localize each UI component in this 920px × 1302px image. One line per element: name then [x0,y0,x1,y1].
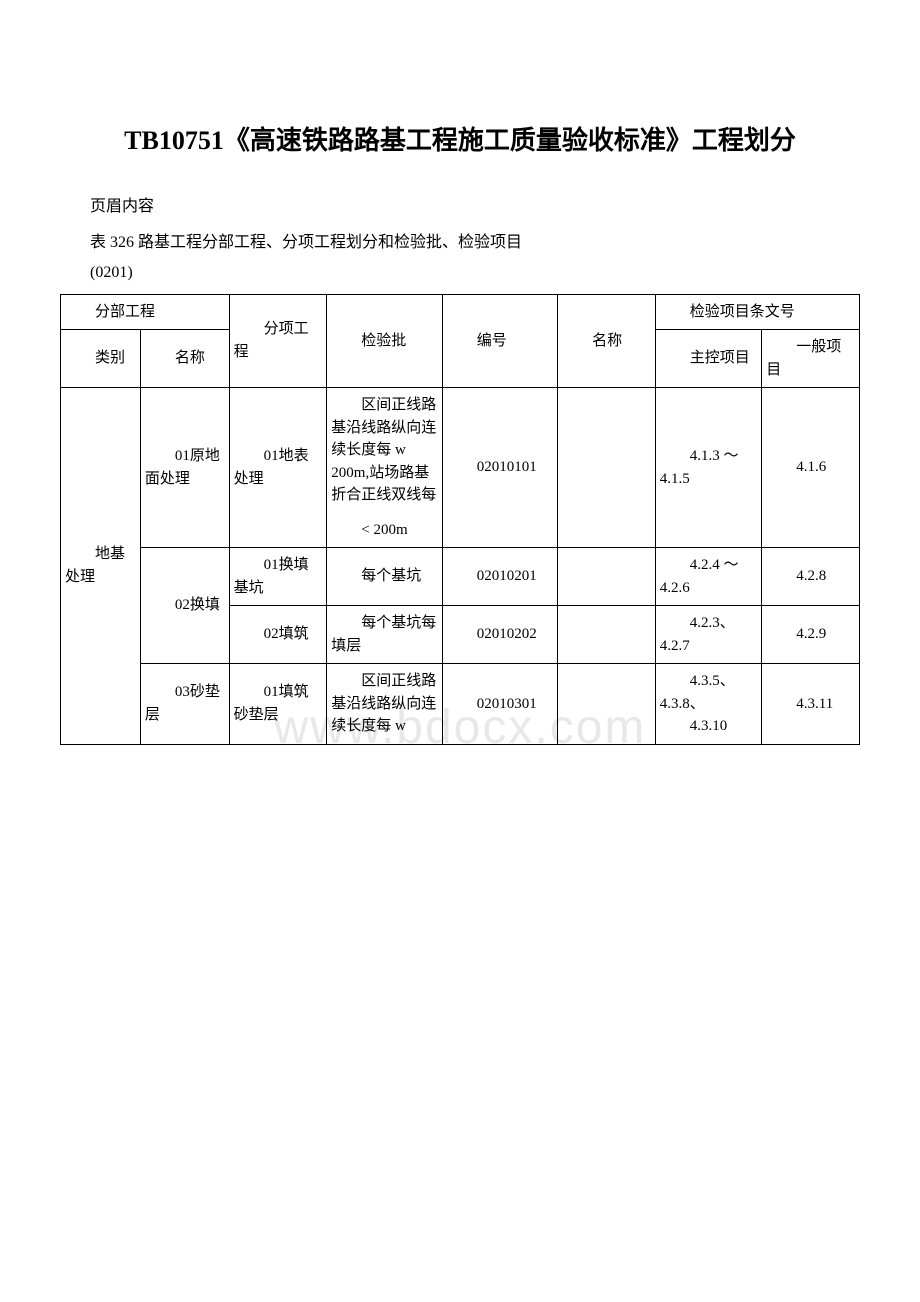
header-subproject: 分项工程 [229,294,327,388]
cell-subproject: 02填筑 [229,606,327,664]
table-caption: 表 326 路基工程分部工程、分项工程划分和检验批、检验项目 [90,228,860,252]
cell-item-name [558,388,656,548]
cell-batch: 区间正线路基沿线路纵向连续长度每 w 200m,站场路基折合正线双线每 [327,388,442,513]
cell-item-name [558,664,656,745]
cell-number: 02010301 [442,664,557,745]
header-section: 分部工程 [61,294,230,330]
document-title: TB10751《高速铁路路基工程施工质量验收标准》工程划分 [60,120,860,162]
header-item-name: 名称 [558,294,656,388]
cell-subproject: 01换填基坑 [229,548,327,606]
cell-general: 4.2.9 [762,606,860,664]
cell-batch-cont: < 200m [327,513,442,548]
cell-category: 地基 处理 [61,388,141,745]
header-main-control: 主控项目 [655,330,762,388]
cell-main: 4.3.5、4.3.8、 4.3.10 [655,664,762,745]
cell-main: 4.2.3、4.2.7 [655,606,762,664]
cell-batch: 每个基坑 [327,548,442,606]
cell-batch: 区间正线路基沿线路纵向连续长度每 w [327,664,442,745]
cell-name: 01原地面处理 [140,388,229,548]
table-code: (0201) [90,264,860,282]
header-category: 类别 [61,330,141,388]
header-batch: 检验批 [327,294,442,388]
table-row: 地基 处理 01原地面处理 01地表处理 区间正线路基沿线路纵向连续长度每 w … [61,388,860,513]
cell-number: 02010101 [442,388,557,548]
cell-name: 02换填 [140,548,229,664]
cell-batch: 每个基坑每填层 [327,606,442,664]
cell-main: 4.2.4 ～4.2.6 [655,548,762,606]
cell-main: 4.1.3 ～4.1.5 [655,388,762,548]
header-note: 页眉内容 [90,192,860,216]
cell-number: 02010202 [442,606,557,664]
cell-subproject: 01地表处理 [229,388,327,548]
main-table: 分部工程 分项工程 检验批 编号 名称 检验项目条文号 类别 名称 主控项目 一… [60,294,860,745]
cell-item-name [558,606,656,664]
header-number: 编号 [442,294,557,388]
header-row-1: 分部工程 分项工程 检验批 编号 名称 检验项目条文号 [61,294,860,330]
header-name: 名称 [140,330,229,388]
table-row: 02换填 01换填基坑 每个基坑 02010201 4.2.4 ～4.2.6 4… [61,548,860,606]
cell-general: 4.3.11 [762,664,860,745]
header-clause: 检验项目条文号 [655,294,859,330]
cell-item-name [558,548,656,606]
cell-name: 03砂垫层 [140,664,229,745]
table-row: 03砂垫层 01填筑砂垫层 区间正线路基沿线路纵向连续长度每 w 0201030… [61,664,860,745]
cell-general: 4.1.6 [762,388,860,548]
cell-number: 02010201 [442,548,557,606]
header-general: 一般项目 [762,330,860,388]
cell-subproject: 01填筑砂垫层 [229,664,327,745]
cell-general: 4.2.8 [762,548,860,606]
